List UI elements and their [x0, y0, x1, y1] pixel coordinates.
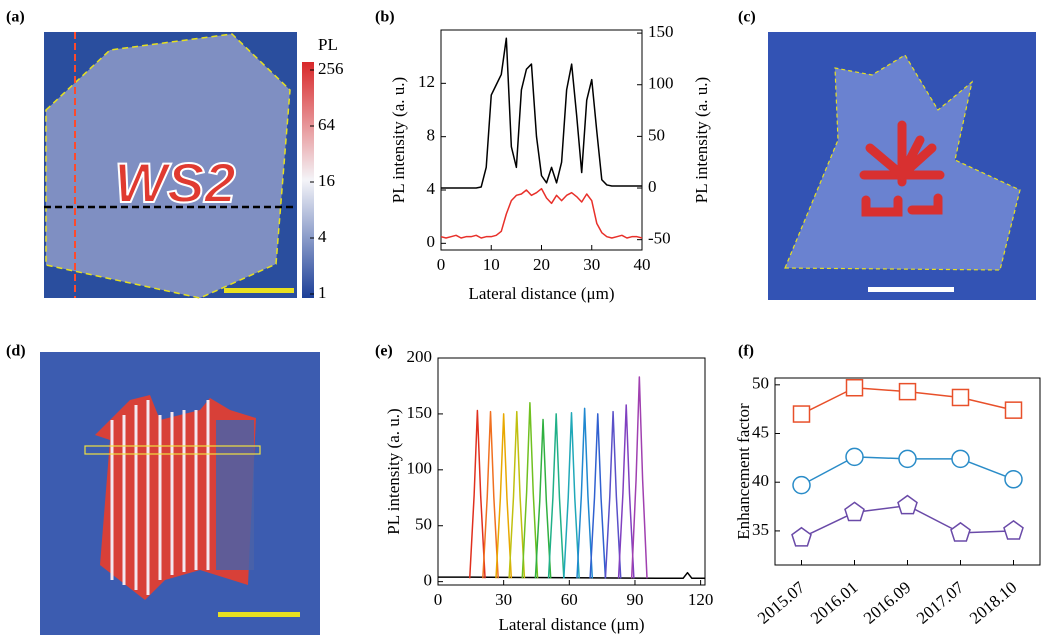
x-tick-label: 20	[533, 255, 550, 274]
y-tick-label: 40	[752, 471, 769, 490]
colorbar-tick-label: 16	[318, 171, 335, 190]
y-tick-label: 45	[752, 422, 769, 441]
data-line	[547, 413, 565, 579]
data-line	[630, 376, 648, 579]
x-tick-label: 0	[437, 255, 446, 274]
data-line	[604, 410, 622, 579]
marker	[792, 405, 811, 423]
x-tick-label: 90	[626, 590, 643, 609]
image-c	[768, 32, 1036, 300]
x-tick-label: 30	[495, 590, 512, 609]
x-tick-label: 30	[583, 255, 600, 274]
x-tick-label: 2018.10	[966, 578, 1021, 628]
marker	[950, 521, 971, 542]
y-tick-label: 0	[427, 232, 436, 251]
x-tick-label: 40	[634, 255, 651, 274]
marker	[845, 378, 864, 397]
y-tick-label: 50	[752, 374, 769, 393]
y2-tick-label: -50	[648, 229, 671, 248]
marker	[1003, 519, 1024, 540]
colorbar-tick-label: 256	[318, 59, 344, 78]
data-line	[438, 571, 705, 580]
data-line	[589, 413, 607, 579]
panel-label: (f)	[738, 343, 754, 360]
panel-label: (d)	[6, 343, 26, 360]
colorbar-tick-label: 1	[318, 283, 327, 302]
y2-tick-label: 50	[648, 125, 665, 144]
y-axis-label: Enhancement factor	[734, 403, 753, 540]
x-axis-label: Lateral distance (μm)	[469, 284, 615, 303]
colorbar-title: PL	[318, 35, 338, 54]
x-tick-label: 2015.07	[754, 577, 809, 627]
x-tick-label: 0	[434, 590, 443, 609]
y-tick-label: 12	[418, 72, 435, 91]
y-tick-label: 0	[424, 571, 433, 590]
data-line	[495, 413, 513, 579]
marker	[951, 449, 970, 469]
data-line	[482, 410, 499, 579]
x-tick-label: 2016.01	[807, 578, 862, 628]
marker	[844, 501, 865, 522]
y-tick-label: 8	[427, 126, 436, 145]
data-line	[508, 410, 526, 579]
y-axis-label: PL intensity (a. u.)	[384, 408, 403, 534]
x-tick-label: 10	[483, 255, 500, 274]
x-tick-label: 60	[561, 590, 578, 609]
y-tick-label: 4	[427, 179, 436, 198]
image-d	[40, 352, 320, 635]
y2-tick-label: 150	[648, 22, 674, 41]
marker	[1004, 470, 1023, 489]
y2-tick-label: 0	[648, 177, 657, 196]
marker	[792, 475, 811, 495]
y-tick-label: 35	[752, 520, 769, 539]
plot-frame	[774, 377, 1041, 566]
data-line	[440, 187, 643, 239]
x-tick-label: 120	[688, 590, 714, 609]
colorbar-tick-label: 4	[318, 227, 327, 246]
data-line	[534, 418, 552, 579]
marker	[1004, 401, 1023, 419]
marker	[951, 388, 970, 407]
marker	[897, 494, 918, 515]
image-annotation: WS2	[114, 151, 235, 214]
data-line	[441, 37, 642, 189]
panel-label: (e)	[375, 343, 393, 360]
image-a	[44, 32, 297, 299]
y-tick-label: 200	[407, 347, 433, 366]
data-line	[521, 401, 539, 579]
y-tick-label: 100	[407, 459, 433, 478]
x-axis-label: Lateral distance (μm)	[499, 615, 645, 634]
y2-tick-label: 100	[648, 74, 674, 93]
data-line	[617, 404, 635, 579]
data-line	[468, 409, 486, 579]
x-tick-label: 2017.07	[913, 577, 968, 627]
plot-frame	[440, 29, 643, 251]
plot-frame	[437, 357, 706, 586]
panel-label: (c)	[738, 9, 756, 26]
marker	[791, 526, 812, 547]
marker	[845, 447, 864, 467]
y-tick-label: 150	[407, 403, 433, 422]
colorbar-tick-label: 64	[318, 115, 336, 134]
panel-label: (a)	[6, 9, 25, 26]
data-line	[576, 407, 594, 579]
marker	[898, 449, 917, 469]
data-line	[563, 412, 580, 579]
y2-axis-label: PL intensity (a. u.)	[692, 77, 711, 203]
y-axis-label: PL intensity (a. u.)	[389, 77, 408, 203]
panel-label: (b)	[375, 9, 395, 26]
colorbar	[302, 62, 314, 298]
y-tick-label: 50	[415, 515, 432, 534]
marker	[898, 382, 917, 401]
x-tick-label: 2016.09	[860, 578, 915, 628]
